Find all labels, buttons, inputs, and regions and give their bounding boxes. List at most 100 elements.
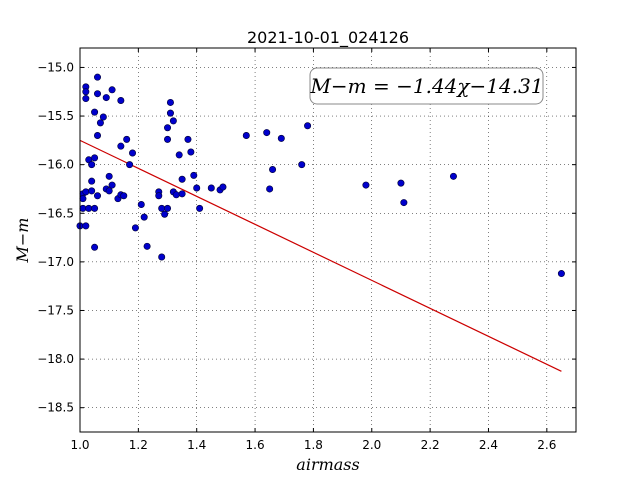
data-point — [140, 213, 148, 221]
x-tick-label: 1.4 — [187, 438, 206, 452]
data-point — [190, 171, 198, 179]
data-point — [557, 270, 565, 278]
data-point — [82, 188, 90, 196]
fit-line — [79, 139, 562, 372]
data-point — [82, 222, 90, 230]
data-point — [137, 201, 145, 209]
x-tick-label: 1.6 — [246, 438, 265, 452]
data-point — [99, 113, 107, 121]
data-point — [82, 95, 90, 103]
data-point — [96, 119, 104, 127]
data-point — [266, 185, 274, 193]
data-point — [120, 192, 128, 200]
data-point — [242, 131, 250, 139]
y-tick-labels: −15.0 −15.5 −16.0 −16.5 −17.0 −17.5 −18.0 −18.5 — [37, 60, 74, 414]
data-point — [108, 86, 116, 94]
data-point — [178, 175, 186, 183]
data-point — [449, 172, 457, 180]
data-point — [91, 154, 99, 162]
data-point — [126, 161, 134, 169]
x-axis-label: airmass — [296, 455, 359, 474]
x-tick-label: 2.0 — [362, 438, 381, 452]
data-point — [158, 253, 166, 261]
data-point — [187, 148, 195, 156]
data-point — [94, 90, 102, 98]
data-point — [123, 135, 131, 143]
y-tick-label: −18.0 — [37, 352, 74, 366]
ticks — [79, 48, 576, 432]
y-tick-label: −17.0 — [37, 255, 74, 269]
y-tick-label: −16.5 — [37, 206, 74, 220]
data-point — [298, 161, 306, 169]
data-point — [219, 183, 227, 191]
y-tick-label: −17.5 — [37, 303, 74, 317]
data-point — [91, 204, 99, 212]
data-point — [184, 135, 192, 143]
data-point — [108, 181, 116, 189]
y-tick-label: −15.5 — [37, 109, 74, 123]
data-point — [94, 73, 102, 81]
data-point — [155, 192, 163, 200]
data-point — [397, 179, 405, 187]
y-tick-label: −15.0 — [37, 60, 74, 74]
data-point — [129, 149, 137, 157]
fit-line-layer — [79, 139, 562, 372]
y-axis-label: M−m — [13, 218, 32, 264]
x-tick-label: 2.4 — [479, 438, 498, 452]
data-point — [105, 172, 113, 180]
data-point — [102, 94, 110, 102]
fit-annotation: M−m = −1.44χ−14.31 — [309, 67, 544, 105]
data-point — [304, 122, 312, 130]
data-point — [161, 210, 169, 218]
data-point — [117, 96, 125, 104]
data-point — [269, 166, 277, 174]
data-point — [94, 192, 102, 200]
data-point — [88, 161, 96, 169]
data-point — [164, 124, 172, 132]
data-point — [164, 135, 172, 143]
x-tick-label: 1.2 — [129, 438, 148, 452]
data-point — [362, 181, 370, 189]
chart-title: 2021-10-01_024126 — [247, 28, 409, 48]
data-point — [169, 117, 177, 125]
data-point — [193, 184, 201, 192]
x-tick-label: 1.8 — [304, 438, 323, 452]
annotation-text: M−m = −1.44χ−14.31 — [309, 74, 543, 98]
data-point — [88, 187, 96, 195]
data-point — [131, 224, 139, 232]
data-point — [79, 195, 87, 203]
x-tick-label: 2.2 — [421, 438, 440, 452]
data-point — [117, 142, 125, 150]
data-point — [178, 190, 186, 198]
data-point — [196, 204, 204, 212]
data-point — [143, 242, 151, 250]
data-point — [400, 199, 408, 207]
data-point — [158, 204, 166, 212]
data-point — [164, 204, 172, 212]
data-point — [172, 191, 180, 199]
data-point — [105, 187, 113, 195]
x-tick-label: 1.0 — [70, 438, 89, 452]
data-point — [82, 88, 90, 96]
data-point — [166, 109, 174, 117]
data-point — [79, 204, 87, 212]
data-point — [94, 131, 102, 139]
annotation-box — [309, 67, 544, 105]
points-layer — [76, 73, 565, 278]
y-tick-label: −18.5 — [37, 401, 74, 415]
data-point — [91, 108, 99, 116]
data-point — [277, 134, 285, 142]
data-point — [263, 129, 271, 137]
data-point — [91, 243, 99, 251]
data-point — [166, 98, 174, 106]
data-point — [85, 204, 93, 212]
data-point — [175, 151, 183, 159]
x-tick-label: 2.6 — [537, 438, 556, 452]
y-tick-label: −16.0 — [37, 158, 74, 172]
data-point — [88, 177, 96, 185]
data-point — [207, 184, 215, 192]
x-tick-labels: 1.0 1.2 1.4 1.6 1.8 2.0 2.2 2.4 2.6 — [70, 438, 556, 452]
plot-frame — [79, 47, 577, 433]
grid — [79, 48, 576, 432]
